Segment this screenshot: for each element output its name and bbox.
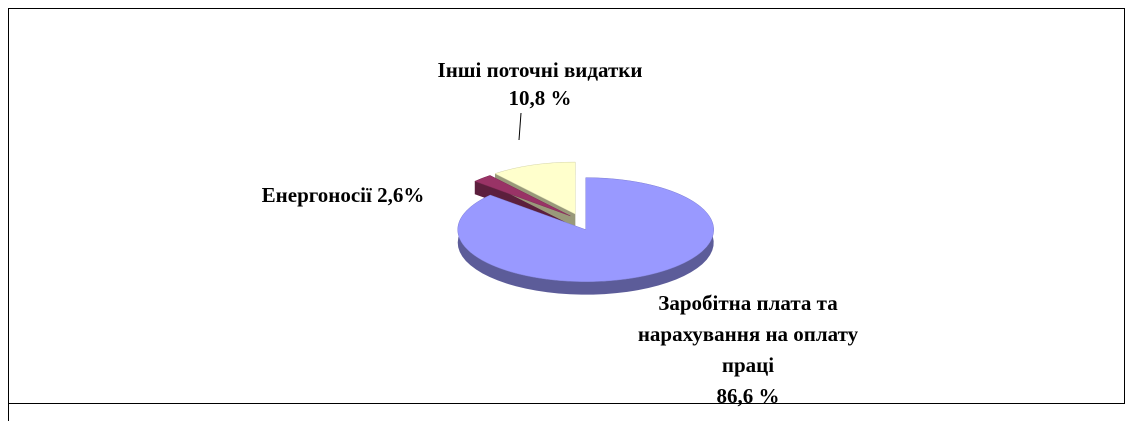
slice — [494, 161, 576, 215]
category-label: Енергоносії — [261, 183, 372, 207]
slice — [457, 177, 714, 282]
value-label: 86,6 % — [716, 384, 780, 408]
slice-label: Енергоносії 2,6% — [228, 181, 458, 209]
category-label: Інші поточні видатки — [437, 58, 643, 82]
category-label: Заробітна плата та нарахування на оплату… — [637, 291, 859, 377]
leader-line — [518, 112, 522, 141]
slice-label: Заробітна плата та нарахування на оплату… — [628, 288, 868, 412]
value-label: 10,8 % — [508, 86, 572, 110]
slice — [474, 175, 571, 217]
slice-label: Інші поточні видатки 10,8 % — [430, 56, 650, 112]
value-label: 2,6% — [377, 183, 425, 207]
frame — [8, 8, 1125, 404]
